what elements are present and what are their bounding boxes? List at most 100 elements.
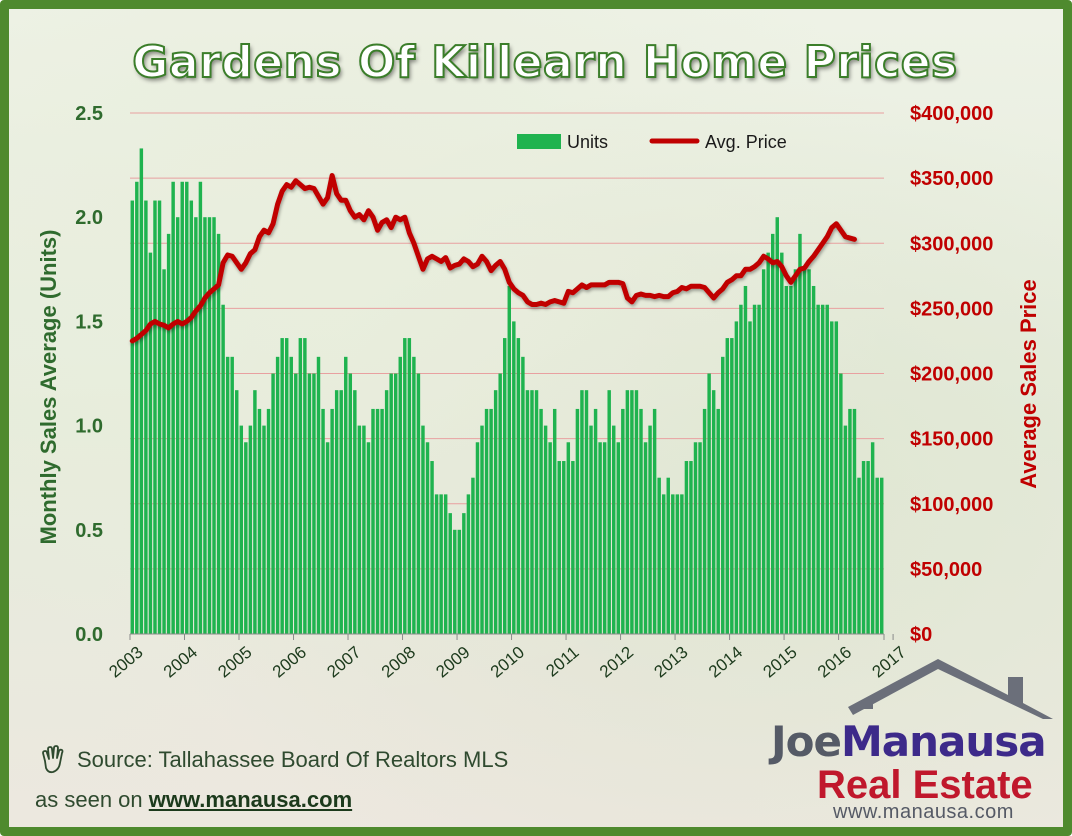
bar	[157, 200, 162, 634]
bar	[207, 217, 212, 634]
bar	[671, 494, 675, 634]
bar	[180, 181, 184, 634]
line-layer	[129, 173, 857, 344]
bar	[543, 425, 548, 634]
bar	[698, 442, 702, 634]
y-right-tick-label: $400,000	[910, 103, 993, 125]
bar	[453, 529, 457, 634]
bar	[807, 269, 811, 634]
bar	[711, 390, 716, 634]
bar	[634, 390, 639, 634]
bar	[439, 494, 443, 634]
bar	[366, 442, 371, 634]
logo-name-last: Manausa	[840, 717, 1047, 766]
company-logo: JoeManausa Real Estate www.manausa.com	[753, 645, 1063, 825]
bar	[384, 390, 389, 634]
bar	[530, 390, 534, 634]
bar	[748, 321, 752, 634]
bar	[580, 390, 584, 634]
x-tick-label: 2009	[432, 643, 473, 682]
bar	[507, 285, 511, 634]
bar	[780, 252, 784, 634]
bar	[289, 356, 293, 634]
bar	[280, 338, 284, 634]
bar	[412, 356, 416, 634]
x-tick-label: 2003	[105, 643, 146, 682]
bar	[707, 373, 711, 634]
bar	[575, 408, 580, 634]
y-right-tick-label: $0	[910, 624, 932, 646]
bar	[330, 408, 334, 634]
y-left-tick-label: 1.5	[75, 311, 103, 333]
bar	[593, 408, 598, 634]
bar	[130, 200, 134, 634]
x-tick-label: 2007	[323, 643, 364, 682]
bar	[816, 304, 820, 634]
bar	[416, 373, 421, 634]
logo-url: www.manausa.com	[833, 801, 1014, 823]
bar	[548, 442, 552, 634]
bar	[648, 425, 652, 634]
y-left-tick-label: 1.0	[75, 416, 103, 438]
bar	[566, 442, 571, 634]
bar	[221, 304, 225, 634]
bar	[375, 408, 380, 634]
seen-on-prefix: as seen on	[35, 787, 143, 812]
bar	[512, 321, 516, 634]
website-link[interactable]: www.manausa.com	[148, 787, 353, 812]
y-left-tick-label: 2.5	[75, 103, 103, 125]
bar	[875, 477, 879, 634]
bar	[866, 461, 870, 634]
bar	[607, 390, 611, 634]
bar	[661, 494, 666, 634]
bar	[612, 425, 616, 634]
legend: Units Avg. Price	[517, 132, 787, 152]
source-text: Source: Tallahassee Board Of Realtors ML…	[77, 747, 509, 772]
x-tick-label: 2005	[214, 643, 255, 682]
bar	[630, 390, 634, 634]
bar	[471, 477, 475, 634]
x-tick-label: 2011	[542, 643, 582, 681]
bar	[403, 338, 407, 634]
y-left-tick-label: 0.0	[75, 624, 103, 646]
bar	[216, 233, 221, 634]
x-tick-label: 2006	[269, 643, 310, 682]
bar	[616, 442, 621, 634]
bar	[393, 373, 398, 634]
y-right-tick-label: $300,000	[910, 233, 993, 255]
bar	[321, 408, 325, 634]
bar	[225, 356, 230, 634]
bar	[430, 461, 434, 634]
bar	[198, 181, 203, 634]
bar	[466, 494, 471, 634]
y-right-tick-label: $50,000	[910, 559, 982, 581]
bar	[344, 356, 348, 634]
bar	[398, 356, 402, 634]
legend-label-price: Avg. Price	[705, 132, 787, 152]
legend-swatch-units	[517, 134, 561, 149]
bar	[203, 217, 207, 634]
bar	[135, 181, 139, 634]
bar	[784, 285, 789, 634]
x-tick-label: 2010	[487, 643, 528, 682]
bar	[657, 477, 661, 634]
bar	[284, 338, 289, 634]
bar	[521, 356, 525, 634]
bar	[870, 442, 875, 634]
y-right-tick-label: $250,000	[910, 298, 993, 320]
logo-name-first: Joe	[771, 717, 842, 766]
bar	[457, 529, 462, 634]
house-icon	[848, 659, 1053, 719]
bar	[480, 425, 484, 634]
bar	[820, 304, 825, 634]
y-left-tick-label: 2.0	[75, 207, 103, 229]
bar	[693, 442, 698, 634]
x-tick-label: 2008	[378, 643, 419, 682]
bar	[834, 321, 839, 634]
bar	[166, 233, 171, 634]
y-axis-right-label: Average Sales Price	[1016, 279, 1041, 489]
chart-svg: $0 $50,000 $100,000 $150,000 $200,000 $250,00…	[36, 103, 1041, 682]
bar	[144, 200, 148, 634]
bar	[362, 425, 366, 634]
